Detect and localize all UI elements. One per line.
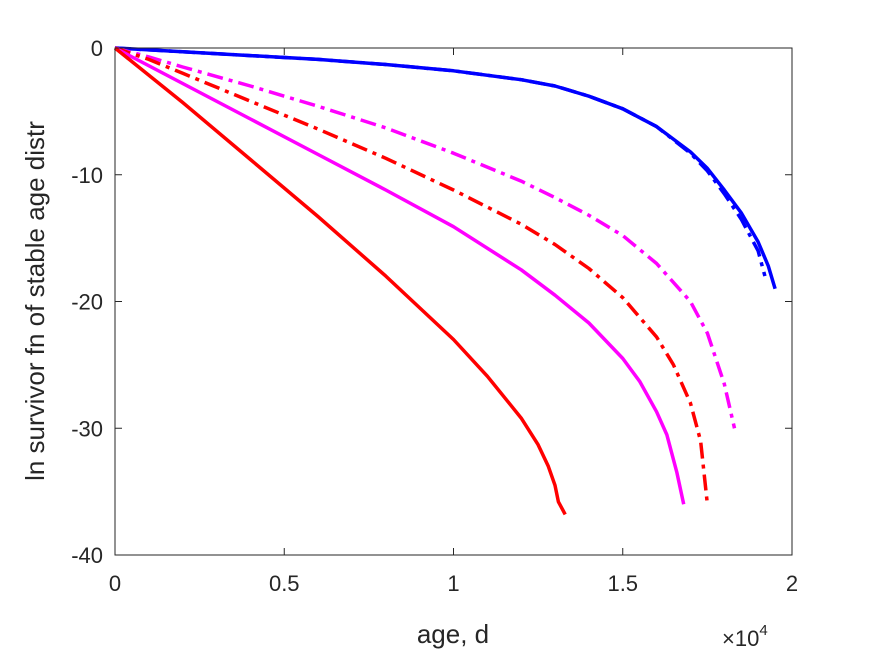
x-tick-label: 0.5 xyxy=(269,571,300,596)
plot-area xyxy=(115,48,792,555)
ticks-layer: 0 0.5 1 1.5 2 0 -10 -20 -30 -40 xyxy=(71,36,798,596)
x-tick-label: 0 xyxy=(109,571,121,596)
series-line-5 xyxy=(114,46,686,505)
x-exponent-base: ×10 xyxy=(722,626,759,651)
x-tick-label: 1 xyxy=(447,571,459,596)
x-tick-label: 2 xyxy=(786,571,798,596)
y-tick-label: -10 xyxy=(71,163,103,188)
y-tick-label: -20 xyxy=(71,290,103,315)
x-exponent-power: 4 xyxy=(759,622,767,639)
series-layer xyxy=(113,46,777,516)
y-tick-label: -30 xyxy=(71,416,103,441)
x-axis-label: age, d xyxy=(417,619,489,649)
series-line-4 xyxy=(114,46,710,505)
y-tick-label: 0 xyxy=(91,36,103,61)
x-tick-label: 1.5 xyxy=(607,571,638,596)
y-tick-label: -40 xyxy=(71,543,103,568)
series-line-6 xyxy=(113,46,567,516)
x-exponent-label: ×104 xyxy=(722,622,768,651)
y-axis-label: ln survivor fn of stable age distr xyxy=(20,121,50,481)
series-line-3 xyxy=(114,46,737,429)
